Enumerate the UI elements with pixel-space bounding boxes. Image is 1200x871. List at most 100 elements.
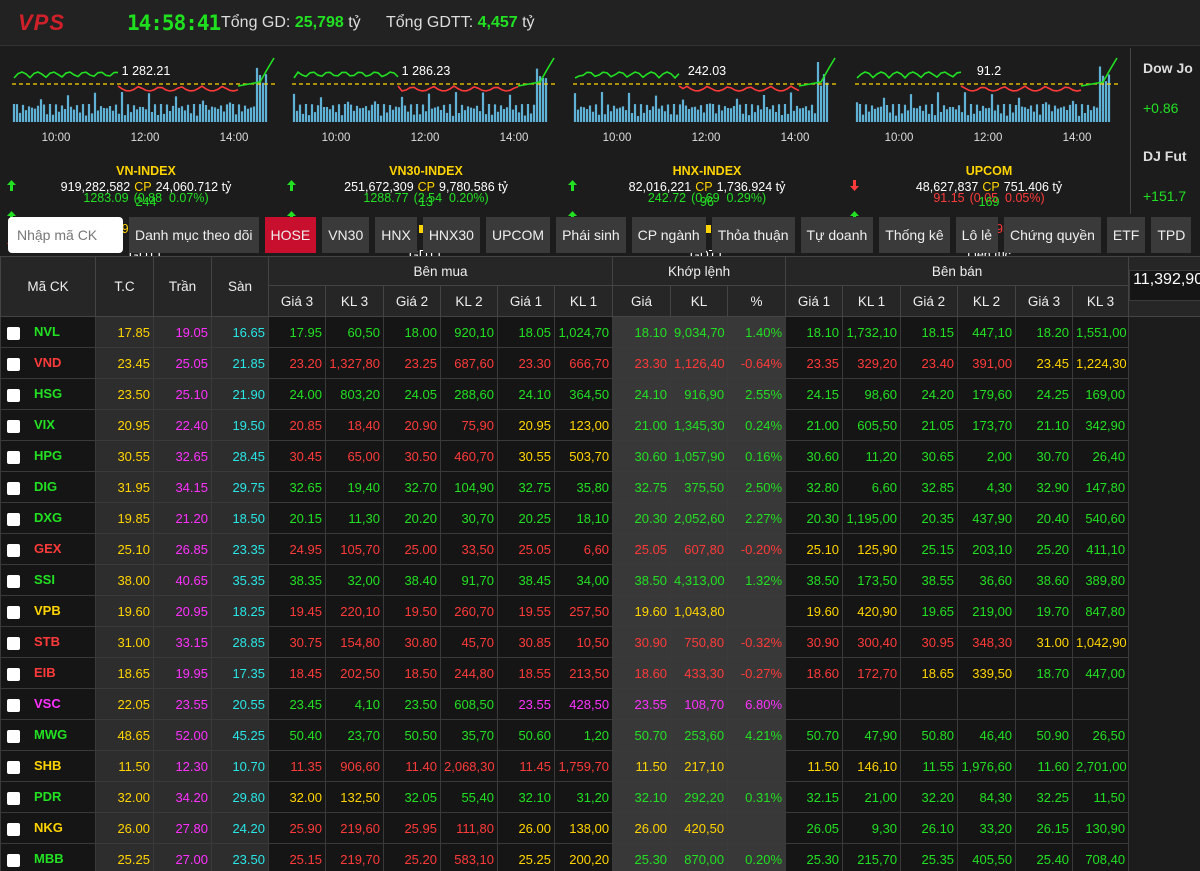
checkbox[interactable]	[7, 636, 20, 650]
tab[interactable]: Thỏa thuận	[711, 217, 795, 253]
checkbox[interactable]	[7, 419, 20, 433]
world-change: +151.7	[1143, 188, 1187, 204]
cell: 23,70	[325, 719, 384, 751]
cell-text: 20.95	[175, 603, 208, 619]
breadth-line: 966666GDTT	[566, 195, 848, 262]
cell: 130,90	[1072, 812, 1130, 844]
stock-row: MWG 48.65 52.00 45.25 50.40 23,70 50.50 35,70 50…	[0, 270, 1200, 751]
cell-text: 215,70	[857, 851, 898, 867]
checkbox[interactable]	[7, 822, 20, 836]
cell: 687,60	[440, 347, 498, 379]
cell-text: 169,00	[1085, 386, 1126, 402]
tab[interactable]: UPCOM	[485, 217, 551, 253]
cell: 18.25	[211, 595, 269, 627]
tab[interactable]: ETF	[1106, 217, 1146, 253]
cell: 2,00	[957, 440, 1017, 472]
tab[interactable]: Chứng quyền	[1004, 217, 1101, 253]
cell: 24.25	[1015, 378, 1074, 410]
checkbox[interactable]	[7, 357, 20, 371]
checkbox[interactable]	[7, 760, 20, 774]
cell-text: 906,60	[340, 758, 380, 774]
checkbox[interactable]	[7, 729, 20, 743]
checkbox[interactable]	[7, 853, 20, 867]
cell: 411,10	[1072, 533, 1130, 565]
checkbox[interactable]	[7, 450, 20, 464]
cell-text: 19.60	[634, 603, 668, 619]
turnover: 9,780.586 tỷ	[439, 179, 508, 194]
cell: 38.50	[785, 564, 844, 596]
cell: 19.95	[153, 657, 212, 689]
cell: 11.50	[95, 750, 154, 782]
cell: 98,60	[842, 378, 902, 410]
tab[interactable]: HNX30	[422, 217, 480, 253]
checkbox[interactable]	[7, 791, 20, 805]
cell-text: 20.95	[117, 417, 150, 433]
tab[interactable]: HNX	[375, 217, 417, 253]
cell: 38.55	[900, 564, 959, 596]
chart-label: 1 286.23	[402, 64, 451, 78]
cell: 19.85	[95, 502, 154, 534]
cell: 60,50	[325, 316, 384, 348]
symbol-cell: MWG	[0, 719, 96, 751]
checkbox[interactable]	[7, 605, 20, 619]
arrow-icon	[7, 179, 16, 191]
cell: 26,40	[1072, 440, 1130, 472]
cell-text: SSI	[34, 572, 55, 588]
tab[interactable]: Lô lẻ	[955, 217, 999, 253]
world-name: DJ Fut	[1143, 148, 1187, 164]
cell-text: 25.20	[404, 851, 437, 867]
sub-header: KL 3	[325, 285, 384, 317]
cell-text: 4,10	[354, 696, 380, 712]
symbol-cell: EIB	[0, 657, 96, 689]
cell: 18.00	[383, 316, 441, 348]
table-body: NVL 17.85 19.05 16.65 17.95 60,50 18.00 920,10 1…	[0, 270, 1200, 871]
checkbox[interactable]	[7, 698, 20, 712]
cell-text: 50.70	[634, 727, 668, 743]
tab[interactable]: CP ngành	[631, 217, 706, 253]
checkbox[interactable]	[7, 512, 20, 526]
checkbox[interactable]	[7, 667, 20, 681]
tab[interactable]: Tự doanh	[800, 217, 874, 253]
cell: 11.35	[268, 750, 326, 782]
volume-bars	[292, 68, 548, 122]
cell-text: 104,90	[454, 479, 494, 495]
cell-text: 25.95	[404, 820, 437, 836]
cell: 38.60	[1015, 564, 1074, 596]
cell-text: 19.50	[232, 417, 265, 433]
cell-text: 26.15	[1036, 820, 1070, 836]
tab[interactable]: Danh mục theo dõi	[129, 217, 259, 253]
cell-text: 23.50	[117, 386, 150, 402]
symbol-cell: STB	[0, 626, 96, 658]
symbol-cell: VSC	[0, 688, 96, 720]
cell-text: 244,80	[454, 665, 494, 681]
cell-text: 10,50	[576, 634, 610, 650]
cell-text: 38.00	[117, 572, 150, 588]
cell: 20.30	[785, 502, 844, 534]
checkbox[interactable]	[7, 543, 20, 557]
tab[interactable]: TPD	[1151, 217, 1192, 253]
checkbox[interactable]	[7, 326, 20, 340]
cell-text: 23.45	[117, 355, 150, 371]
sub-header: KL 1	[842, 285, 902, 317]
cell-text: 23,70	[347, 727, 380, 743]
cell-text: 26,40	[1092, 448, 1126, 464]
cell: 91,70	[440, 564, 498, 596]
checkbox[interactable]	[7, 481, 20, 495]
tab[interactable]: VN30	[322, 217, 370, 253]
cell: 19.45	[268, 595, 326, 627]
checkbox[interactable]	[7, 388, 20, 402]
cell: 26.85	[153, 533, 212, 565]
tab[interactable]: HOSE	[264, 217, 317, 253]
line-down	[960, 85, 1082, 92]
search-input[interactable]: Nhập mã CK	[8, 217, 123, 253]
cell: 19.60	[612, 595, 672, 627]
cell-text: 22.40	[175, 417, 208, 433]
cell-text: 32.15	[806, 789, 840, 805]
checkbox[interactable]	[7, 574, 20, 588]
tab[interactable]: Thống kê	[879, 217, 950, 253]
cell-text: 339,50	[972, 665, 1013, 681]
cell: 25.20	[383, 843, 441, 871]
tab[interactable]: Phái sinh	[556, 217, 626, 253]
symbol-cell: SHB	[0, 750, 96, 782]
